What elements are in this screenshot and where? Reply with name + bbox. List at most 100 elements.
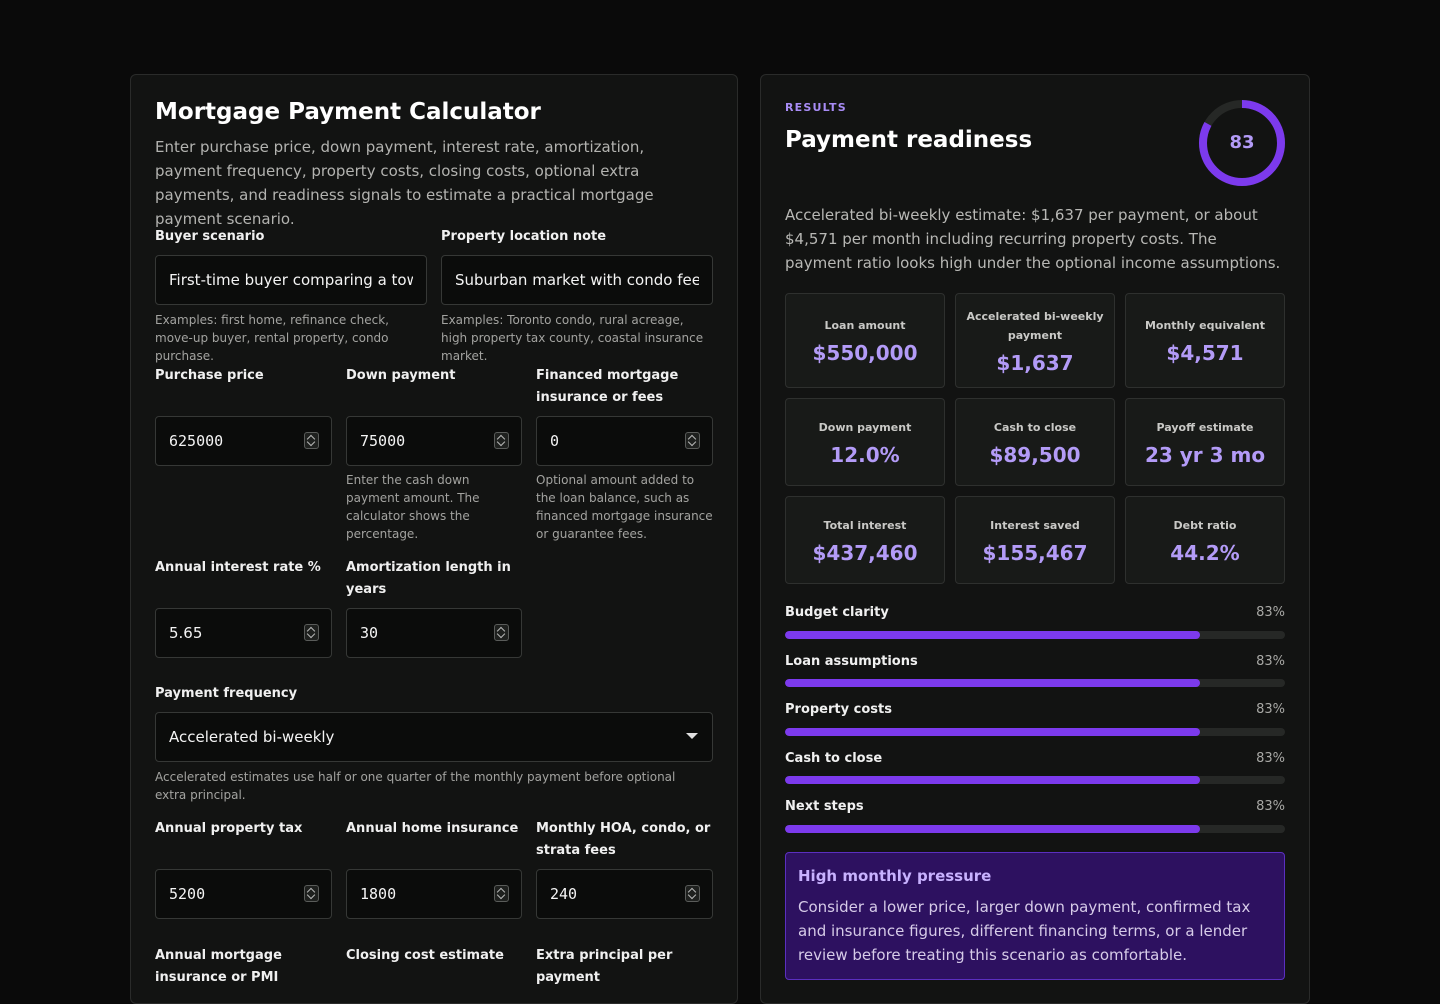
mortgage-insurance-label: Annual mortgage insurance or PMI [155,948,282,985]
stat-card-loan-amount: Loan amount $550,000 [785,293,945,388]
calculator-title: Mortgage Payment Calculator [155,99,541,125]
financed-insurance-label: Financed mortgage insurance or fees [536,368,679,405]
bar-fill [785,776,1200,784]
interest-rate-stepper[interactable] [304,624,319,641]
bar-label-loan-assumptions: Loan assumptions [785,654,918,669]
bar-fill [785,631,1200,639]
bar-track [785,825,1285,833]
stat-card-down-payment: Down payment 12.0% [785,398,945,486]
stat-card-debt-ratio: Debt ratio 44.2% [1125,496,1285,584]
alert-title: High monthly pressure [798,867,992,885]
amortization-stepper[interactable] [494,624,509,641]
stat-label: Monthly equivalent [1144,319,1266,332]
buyer-scenario-label: Buyer scenario [155,229,265,244]
score-ring-arc [1199,100,1285,186]
calculator-intro: Enter purchase price, down payment, inte… [155,138,654,228]
property-tax-value: 5200 [169,885,206,903]
stat-label: Interest saved [990,518,1080,532]
purchase-price-value: 625000 [169,432,224,450]
hoa-fees-label: Monthly HOA, condo, or strata fees [536,821,711,858]
stat-card-interest-saved: Interest saved $155,467 [955,496,1115,584]
home-insurance-label: Annual home insurance [346,821,519,836]
down-payment-input[interactable]: 75000 [346,416,522,466]
hoa-fees-input[interactable]: 240 [536,869,713,919]
purchase-price-label: Purchase price [155,368,264,383]
amortization-value: 30 [360,624,379,642]
home-insurance-value: 1800 [360,885,397,903]
closing-costs-label: Closing cost estimate [346,948,504,963]
down-payment-stepper[interactable] [494,432,509,449]
bar-fill [785,825,1200,833]
stat-value: 44.2% [1170,540,1240,565]
amortization-input[interactable]: 30 [346,608,522,658]
home-insurance-input[interactable]: 1800 [346,869,522,919]
buyer-scenario-help: Examples: first home, refinance check, m… [155,313,389,363]
stat-label: Payoff estimate [1156,420,1254,434]
financed-insurance-help: Optional amount added to the loan balanc… [536,473,713,541]
hoa-fees-value: 240 [550,885,578,903]
payment-frequency-help: Accelerated estimates use half or one qu… [155,770,676,802]
bar-label-next-steps: Next steps [785,799,864,814]
stat-card-payoff-estimate: Payoff estimate 23 yr 3 mo [1125,398,1285,486]
bar-percent: 83% [1256,654,1285,669]
stat-card-cash-to-close: Cash to close $89,500 [955,398,1115,486]
stat-value: $155,467 [982,540,1088,565]
interest-rate-input[interactable]: 5.65 [155,608,332,658]
payment-frequency-value: Accelerated bi-weekly [169,728,335,746]
home-insurance-stepper[interactable] [494,885,509,902]
down-payment-label: Down payment [346,368,456,383]
property-location-input[interactable]: Suburban market with condo fees [441,255,713,305]
stat-card-payment: Accelerated bi-weekly payment $1,637 [955,293,1115,388]
stat-label: Down payment [818,420,912,434]
bar-track [785,631,1285,639]
payment-frequency-label: Payment frequency [155,686,298,701]
stat-value: 23 yr 3 mo [1144,442,1266,467]
property-location-help: Examples: Toronto condo, rural acreage, … [441,313,704,363]
alert-box: High monthly pressure Consider a lower p… [785,852,1285,980]
interest-rate-value: 5.65 [169,624,203,642]
bar-percent: 83% [1256,702,1285,717]
amortization-label: Amortization length in years [346,560,511,597]
extra-principal-label: Extra principal per payment [536,948,673,985]
stat-label: Accelerated bi-weekly payment [966,309,1104,342]
property-tax-input[interactable]: 5200 [155,869,332,919]
stat-value: $437,460 [812,540,918,565]
stat-card-total-interest: Total interest $437,460 [785,496,945,584]
property-location-label: Property location note [441,229,607,244]
interest-rate-label: Annual interest rate % [155,560,321,575]
stat-value: $1,637 [996,350,1074,375]
buyer-scenario-input[interactable]: First-time buyer comparing a townhouse [155,255,427,305]
buyer-scenario-value: First-time buyer comparing a townhouse [169,271,413,289]
purchase-price-input[interactable]: 625000 [155,416,332,466]
bar-label-property-costs: Property costs [785,702,892,717]
financed-insurance-value: 0 [550,432,560,450]
stat-label: Loan amount [824,319,906,332]
stat-value: $550,000 [812,341,918,365]
bar-percent: 83% [1256,751,1285,766]
stat-card-monthly-equivalent: Monthly equivalent $4,571 [1125,293,1285,388]
payment-frequency-select[interactable]: Accelerated bi-weekly [155,712,713,762]
stat-value: $4,571 [1166,341,1244,365]
results-kicker: RESULTS [785,101,847,114]
bar-track [785,728,1285,736]
bar-track [785,776,1285,784]
stat-value: 12.0% [830,442,900,467]
alert-body: Consider a lower price, larger down paym… [798,898,1251,964]
calculator-panel: Mortgage Payment Calculator Enter purcha… [130,74,738,1004]
property-tax-stepper[interactable] [304,885,319,902]
bar-fill [785,728,1200,736]
bar-label-cash-to-close: Cash to close [785,751,883,766]
financed-insurance-stepper[interactable] [685,432,700,449]
purchase-price-stepper[interactable] [304,432,319,449]
bar-fill [785,679,1200,687]
results-summary: Accelerated bi-weekly estimate: $1,637 p… [785,206,1281,272]
score-value: 83 [1229,132,1255,153]
financed-insurance-input[interactable]: 0 [536,416,713,466]
bar-label-budget-clarity: Budget clarity [785,605,889,620]
down-payment-help: Enter the cash down payment amount. The … [346,473,480,541]
hoa-fees-stepper[interactable] [685,885,700,902]
down-payment-value: 75000 [360,432,406,450]
results-title: Payment readiness [785,127,1033,153]
stat-label: Debt ratio [1173,518,1237,532]
score-ring [1199,100,1285,186]
